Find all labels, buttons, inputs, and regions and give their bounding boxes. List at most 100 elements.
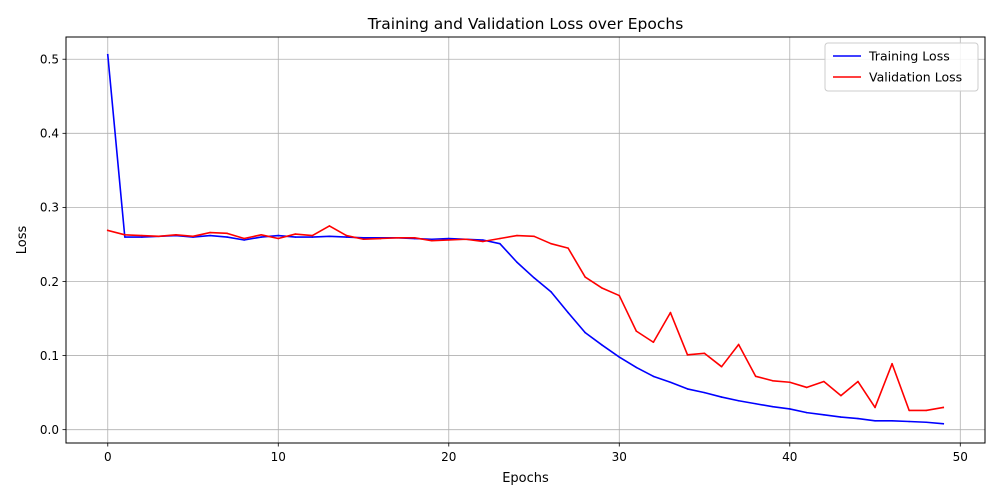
data-point (465, 238, 467, 241)
data-point (737, 343, 740, 346)
data-point (618, 356, 621, 358)
y-axis-label: Loss (15, 226, 30, 255)
data-point (533, 276, 535, 279)
data-point (823, 380, 825, 383)
data-point (840, 416, 842, 418)
data-point (192, 235, 194, 238)
data-point (499, 237, 501, 240)
x-tick-label: 10 (271, 450, 286, 464)
data-point (669, 381, 672, 384)
data-point (209, 234, 211, 237)
data-point (277, 237, 280, 240)
data-point (635, 366, 638, 369)
data-point (601, 287, 604, 289)
data-point (686, 388, 689, 390)
data-point (345, 236, 348, 238)
data-point (243, 239, 245, 241)
data-point (567, 247, 569, 249)
data-point (499, 242, 501, 245)
data-point (516, 261, 518, 264)
data-point (226, 232, 228, 235)
data-point (277, 234, 280, 237)
data-point (533, 235, 535, 238)
data-point (703, 352, 706, 355)
x-tick-label: 30 (612, 450, 627, 464)
data-point (345, 234, 348, 237)
data-point (294, 236, 297, 238)
data-point (260, 236, 263, 238)
data-point (925, 409, 927, 412)
data-point (584, 276, 586, 278)
data-point (482, 239, 484, 241)
data-point (328, 235, 331, 238)
data-point (482, 240, 484, 243)
data-point (652, 375, 655, 378)
axes-frame (65, 36, 986, 444)
data-point (294, 233, 297, 235)
y-tick-label: 0.5 (40, 53, 59, 67)
data-point (175, 234, 177, 236)
data-point (328, 225, 331, 227)
data-point (379, 237, 382, 240)
series-line-training-loss (106, 53, 945, 425)
chart-title: Training and Validation Loss over Epochs (367, 15, 684, 33)
data-point (806, 386, 808, 389)
legend-label: Validation Loss (869, 70, 962, 85)
data-point (106, 229, 109, 232)
data-point (362, 238, 365, 241)
data-point (823, 414, 825, 416)
data-point (771, 379, 774, 382)
legend-label: Training Loss (868, 49, 950, 64)
data-point (720, 365, 723, 368)
data-point (857, 380, 859, 383)
data-point (857, 417, 859, 420)
data-point (788, 408, 791, 410)
data-point (550, 242, 552, 245)
y-tick-label: 0.1 (40, 349, 59, 363)
legend: Training Loss Validation Loss (824, 42, 979, 92)
data-point (754, 375, 757, 378)
data-point (601, 344, 604, 347)
data-point (618, 294, 621, 297)
data-point (243, 237, 245, 240)
data-point (874, 406, 876, 409)
data-point (891, 419, 893, 422)
x-tick-label: 50 (953, 450, 968, 464)
data-point (550, 291, 552, 293)
data-point (430, 238, 433, 241)
data-point (737, 399, 740, 402)
data-point (124, 234, 126, 236)
data-point (806, 411, 808, 414)
data-point (567, 311, 569, 314)
data-point (942, 406, 945, 409)
data-point (754, 402, 757, 405)
axis-ticks: 0 10 20 30 40 50 0.0 0.1 0.2 0.3 0.4 0.5 (40, 53, 968, 464)
data-point (209, 231, 211, 234)
data-point (311, 234, 314, 237)
y-tick-label: 0.2 (40, 275, 59, 289)
data-point (362, 236, 365, 239)
x-tick-label: 40 (782, 450, 797, 464)
data-point (891, 362, 893, 365)
data-point (260, 234, 263, 236)
data-point (226, 236, 228, 238)
data-point (584, 331, 586, 334)
y-tick-label: 0.4 (40, 127, 59, 141)
data-point (447, 237, 450, 240)
data-point (516, 234, 518, 237)
data-point (124, 236, 126, 238)
x-axis-label: Epochs (502, 471, 549, 486)
data-point (652, 341, 655, 344)
data-point (158, 235, 160, 238)
data-point (141, 236, 143, 238)
data-point (413, 236, 416, 239)
data-point (106, 53, 109, 56)
data-point (840, 394, 842, 397)
data-point (686, 354, 689, 356)
data-point (874, 419, 876, 422)
data-point (430, 239, 433, 242)
data-point (908, 420, 910, 423)
y-tick-label: 0.3 (40, 201, 59, 215)
series-line-validation-loss (106, 225, 945, 412)
